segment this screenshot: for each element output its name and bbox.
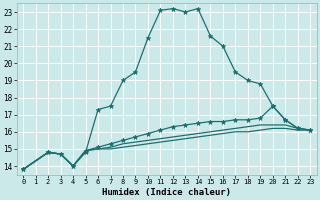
X-axis label: Humidex (Indice chaleur): Humidex (Indice chaleur) bbox=[102, 188, 231, 197]
